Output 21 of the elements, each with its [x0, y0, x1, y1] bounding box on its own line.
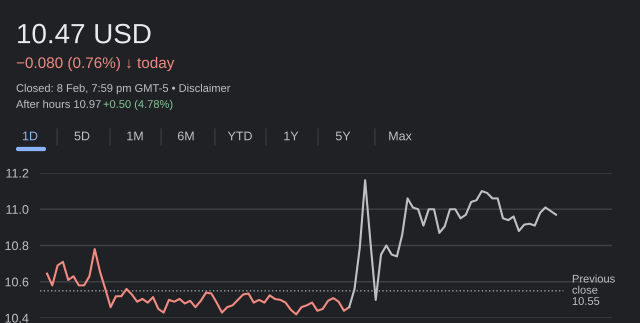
text: After hours 10.97	[16, 100, 101, 108]
text: Closed: 8 Feb, 7:59 pm GMT-5 • Disclaimer	[16, 84, 230, 94]
line-series	[46, 248, 350, 316]
text: 1M	[127, 132, 143, 140]
text: 5Y	[336, 132, 350, 140]
text: +0.50 (4.78%)	[104, 100, 172, 110]
text: 5D	[74, 132, 90, 140]
text: 6M	[178, 132, 194, 140]
y-tick-label: 11.0	[6, 205, 28, 214]
line-series	[348, 179, 558, 308]
y-tick-label: 10.8	[6, 241, 28, 250]
text: Max	[389, 132, 412, 140]
ref-line-label: Previous close 10.55	[572, 274, 615, 305]
y-tick-label: 11.2	[6, 168, 28, 178]
text: YTD	[228, 132, 252, 140]
text: −0.080 (0.76%) ↓ today	[16, 56, 174, 72]
chart-title: 10.47 USD	[18, 24, 151, 44]
y-tick-label: 10.4	[6, 314, 29, 323]
y-tick-label: 10.6	[6, 278, 28, 286]
text: 1Y	[284, 132, 298, 140]
text: 1D	[22, 132, 38, 140]
